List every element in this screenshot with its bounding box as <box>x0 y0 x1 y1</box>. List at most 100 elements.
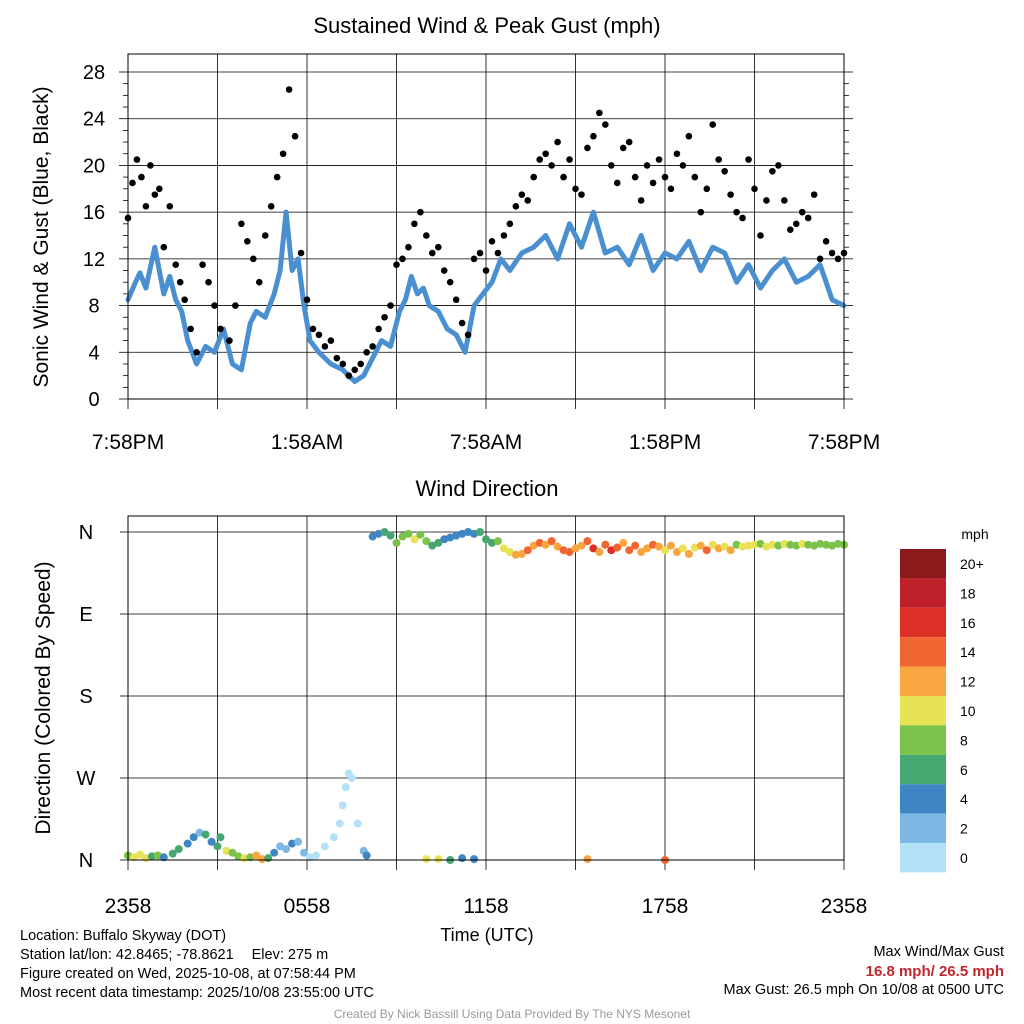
colorbar-label: 12 <box>960 674 976 690</box>
gust-point <box>715 156 722 163</box>
gust-point <box>798 208 806 216</box>
direction-point <box>476 528 485 536</box>
gust-point <box>697 208 705 216</box>
top-xtick-label: 1:58AM <box>271 431 343 454</box>
gust-point <box>685 132 693 140</box>
gust-point <box>775 162 782 169</box>
gust-point <box>156 185 163 193</box>
direction-point <box>804 540 813 549</box>
direction-point <box>583 855 592 864</box>
sustained-wind-series <box>125 209 847 384</box>
gust-point <box>596 109 603 117</box>
direction-point <box>338 801 347 810</box>
top-xtick-label: 7:58AM <box>450 431 522 454</box>
direction-point <box>398 532 407 541</box>
direction-point <box>174 845 183 854</box>
direction-point <box>168 849 177 858</box>
direction-point <box>341 783 350 792</box>
gust-point <box>667 185 675 193</box>
direction-point <box>601 540 610 549</box>
latlon-text: Station lat/lon: 42.8465; -78.8621 <box>20 947 234 963</box>
direction-point <box>565 548 574 557</box>
gust-point <box>613 179 621 187</box>
direction-point <box>353 819 362 828</box>
direction-point <box>696 541 705 550</box>
direction-point <box>213 842 222 851</box>
gust-point <box>643 162 651 169</box>
direction-point <box>294 837 303 846</box>
gust-point <box>560 173 567 181</box>
gust-point <box>810 191 818 198</box>
gust-point <box>703 185 711 193</box>
gust-point <box>375 325 382 333</box>
top-chart-title: Sustained Wind & Peak Gust (mph) <box>313 13 660 38</box>
colorbar-label: 14 <box>960 644 976 660</box>
latlon-row: Station lat/lon: 42.8465; -78.8621 Elev: … <box>20 946 374 965</box>
gust-point <box>733 208 740 216</box>
direction-point <box>458 854 467 863</box>
gust-point <box>757 232 764 239</box>
gust-point <box>578 191 585 198</box>
direction-point <box>207 837 216 846</box>
gust-point <box>739 214 746 222</box>
elev-text: Elev: 275 m <box>251 947 329 963</box>
colorbar-swatch <box>900 784 946 814</box>
colorbar-label: 0 <box>960 850 968 866</box>
gust-point <box>232 302 239 309</box>
direction-point <box>147 852 156 861</box>
gust-point <box>405 243 412 251</box>
direction-point <box>577 541 586 550</box>
direction-point <box>798 539 807 548</box>
speed-colorbar: 20+ 18 16 14 12 10 8 6 4 2 0 <box>900 549 984 873</box>
gust-point <box>138 173 145 181</box>
gust-point <box>147 162 154 169</box>
direction-point <box>201 830 210 839</box>
gust-point <box>548 162 555 169</box>
colorbar-swatch <box>900 607 946 638</box>
gust-point <box>679 162 687 169</box>
bottom-axis-ticks: N W S E N 2358 0558 1158 1758 2358 <box>77 522 868 918</box>
colorbar-label: 2 <box>960 821 968 837</box>
direction-point <box>786 540 795 549</box>
gust-point <box>321 343 329 350</box>
gust-point <box>500 232 508 239</box>
direction-point <box>422 855 431 864</box>
direction-point <box>529 541 538 550</box>
direction-point <box>368 532 377 541</box>
gust-point <box>709 121 717 128</box>
direction-point <box>822 540 831 549</box>
colorbar-title: mph <box>961 526 988 542</box>
gust-point <box>584 144 591 152</box>
bottom-ytick-label: W <box>77 768 96 790</box>
colorbar-label: 10 <box>960 703 976 719</box>
gust-point <box>751 185 758 193</box>
gust-point <box>691 173 699 181</box>
gust-point <box>488 238 496 245</box>
top-xtick-label: 1:58PM <box>629 431 701 454</box>
gust-point <box>608 162 615 169</box>
bottom-ytick-label: E <box>79 604 92 626</box>
colorbar-swatch <box>900 843 946 873</box>
direction-point <box>493 537 502 546</box>
gust-point <box>446 278 454 286</box>
gust-point <box>279 150 287 158</box>
gust-point <box>399 255 406 263</box>
direction-point <box>678 544 687 553</box>
direction-point <box>404 529 413 538</box>
direction-point <box>571 544 580 553</box>
gust-point <box>363 348 370 356</box>
direction-point <box>517 549 526 558</box>
bottom-ytick-label: N <box>79 522 93 544</box>
direction-point <box>637 548 646 557</box>
direction-point <box>159 853 168 862</box>
colorbar-swatch <box>900 754 946 785</box>
gust-point <box>261 232 269 239</box>
gust-point <box>602 121 609 128</box>
gust-point <box>339 360 347 368</box>
top-ytick-label: 28 <box>83 62 105 84</box>
direction-point <box>834 539 843 548</box>
direction-point <box>643 544 652 553</box>
gust-point <box>297 249 305 257</box>
direction-point <box>410 535 419 544</box>
